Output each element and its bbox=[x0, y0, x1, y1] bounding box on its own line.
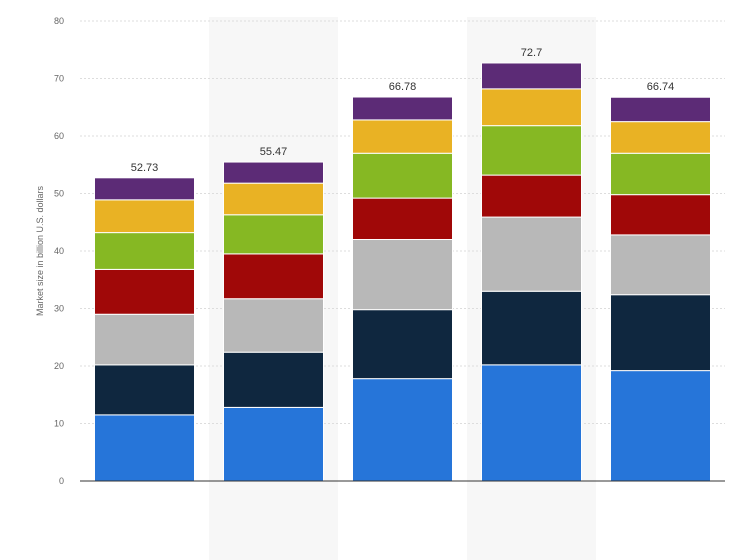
bar-segment[interactable] bbox=[94, 268, 195, 315]
y-tick-label: 20 bbox=[54, 361, 64, 371]
bar-segment[interactable] bbox=[223, 214, 324, 255]
bar-segment[interactable] bbox=[223, 182, 324, 216]
bar-total-label: 72.7 bbox=[521, 47, 542, 59]
bar-segment[interactable] bbox=[481, 216, 582, 292]
bar-segment[interactable] bbox=[94, 199, 195, 234]
bar-segment[interactable] bbox=[610, 370, 711, 482]
y-tick-label: 80 bbox=[54, 16, 64, 26]
bar-segment[interactable] bbox=[352, 309, 453, 380]
bar-segment[interactable] bbox=[610, 96, 711, 123]
bar-segment[interactable] bbox=[610, 294, 711, 372]
bar-segment[interactable] bbox=[94, 313, 195, 366]
bar-segment[interactable] bbox=[610, 194, 711, 236]
y-axis-label: Market size in billion U.S. dollars bbox=[35, 185, 45, 316]
bar-segment[interactable] bbox=[352, 239, 453, 311]
bar-segment[interactable] bbox=[610, 152, 711, 196]
bar-segment[interactable] bbox=[481, 290, 582, 366]
bar-segment[interactable] bbox=[481, 62, 582, 90]
bar-total-label: 55.47 bbox=[260, 146, 288, 158]
bar-segment[interactable] bbox=[352, 119, 453, 154]
bar-segment[interactable] bbox=[94, 364, 195, 416]
y-tick-label: 0 bbox=[59, 476, 64, 486]
y-axis-ticks: 0 10 20 30 40 50 60 70 80 bbox=[54, 16, 64, 486]
bar-segment[interactable] bbox=[223, 253, 324, 300]
bar-segment[interactable] bbox=[352, 152, 453, 199]
bar-segment[interactable] bbox=[481, 174, 582, 218]
bar-segment[interactable] bbox=[352, 378, 453, 482]
bar-segment[interactable] bbox=[223, 406, 324, 482]
bars bbox=[94, 62, 711, 482]
bar-segment[interactable] bbox=[610, 121, 711, 154]
y-tick-label: 60 bbox=[54, 131, 64, 141]
bar-total-label: 52.73 bbox=[131, 162, 159, 174]
y-tick-label: 40 bbox=[54, 246, 64, 256]
y-tick-label: 30 bbox=[54, 304, 64, 314]
bar-segment[interactable] bbox=[223, 298, 324, 353]
bar-segment[interactable] bbox=[481, 364, 582, 482]
y-tick-label: 70 bbox=[54, 74, 64, 84]
total-labels: 52.73 55.47 66.78 72.7 66.74 bbox=[131, 47, 675, 174]
bar-segment[interactable] bbox=[223, 161, 324, 184]
y-tick-label: 10 bbox=[54, 419, 64, 429]
bar-segment[interactable] bbox=[352, 197, 453, 241]
bar-segment[interactable] bbox=[610, 234, 711, 296]
bar-segment[interactable] bbox=[352, 96, 453, 121]
bar-segment[interactable] bbox=[94, 232, 195, 270]
bar-segment[interactable] bbox=[94, 414, 195, 482]
bar-segment[interactable] bbox=[481, 88, 582, 127]
bar-total-label: 66.74 bbox=[647, 81, 675, 93]
bar-segment[interactable] bbox=[94, 177, 195, 201]
bar-segment[interactable] bbox=[481, 125, 582, 176]
y-tick-label: 50 bbox=[54, 189, 64, 199]
bar-segment[interactable] bbox=[223, 351, 324, 408]
bar-total-label: 66.78 bbox=[389, 81, 417, 93]
